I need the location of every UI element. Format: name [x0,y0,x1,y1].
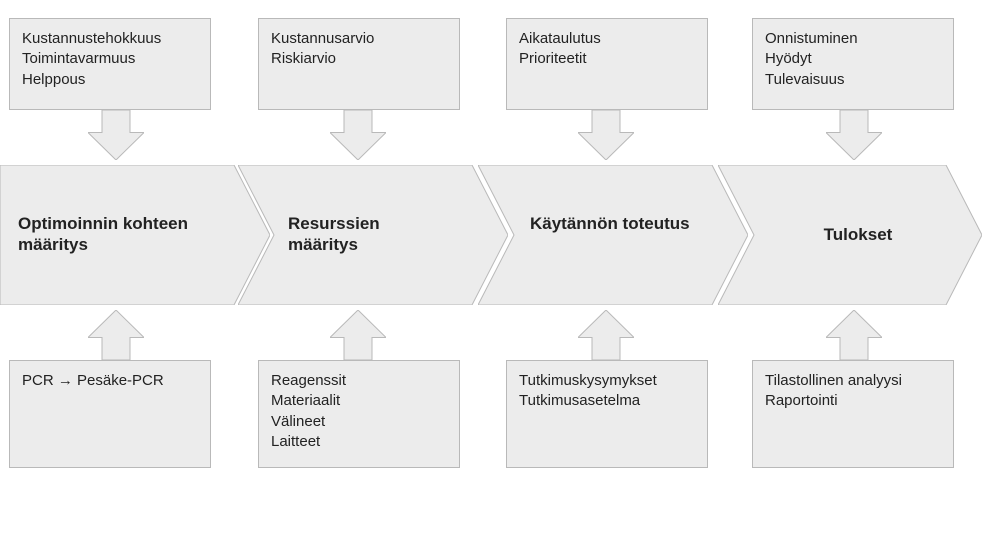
stage-title-1: Resurssien määritys [288,213,448,256]
bottom-box-2: TutkimuskysymyksetTutkimusasetelma [506,360,708,468]
up-arrow-1 [330,310,386,360]
stage-title-2: Käytännön toteutus [530,213,690,234]
bottom-box-1: ReagenssitMateriaalitVälineetLaitteet [258,360,460,468]
stage-chevron-2 [478,165,748,305]
up-arrow-2 [578,310,634,360]
top-box-1: KustannusarvioRiskiarvio [258,18,460,110]
down-arrow-1 [330,110,386,160]
up-arrow-0 [88,310,144,360]
top-box-2: AikataulutusPrioriteetit [506,18,708,110]
stage-title-3: Tulokset [788,224,928,245]
top-box-0: KustannustehokkuusToimintavarmuusHelppou… [9,18,211,110]
bottom-box-3: Tilastollinen analyysiRaportointi [752,360,954,468]
top-box-3: OnnistuminenHyödytTulevaisuus [752,18,954,110]
up-arrow-3 [826,310,882,360]
down-arrow-0 [88,110,144,160]
down-arrow-3 [826,110,882,160]
bottom-box-0: PCR → Pesäke-PCR [9,360,211,468]
stage-title-0: Optimoinnin kohteen määritys [18,213,208,256]
down-arrow-2 [578,110,634,160]
